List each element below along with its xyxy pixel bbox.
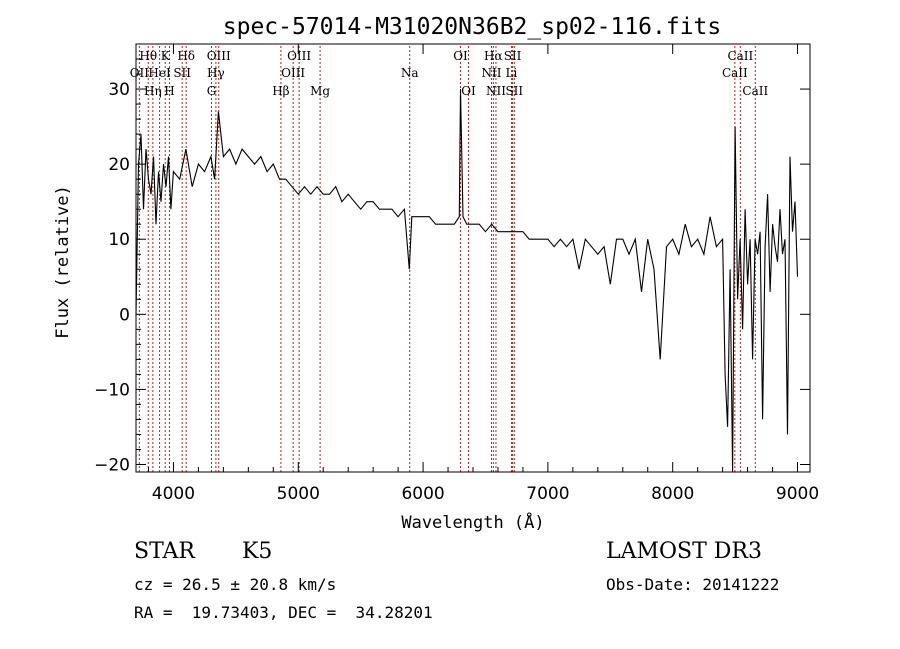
- line-label-4: HeI: [148, 66, 171, 80]
- line-label-8: OIII: [207, 49, 231, 63]
- x-tick-label-2: 6000: [401, 484, 444, 504]
- line-label-22: Li: [506, 66, 518, 80]
- y-tick-label-5: 30: [108, 80, 130, 100]
- spectral-line-markers: [138, 46, 756, 472]
- object-class: STAR: [134, 539, 195, 564]
- survey-name: LAMOST DR3: [606, 539, 762, 564]
- line-label-17: OI: [461, 84, 476, 98]
- line-label-5: H: [164, 84, 174, 98]
- redshift-velocity: cz = 26.5 ± 20.8 km/s: [134, 575, 337, 594]
- line-label-7: SII: [173, 66, 191, 80]
- line-label-23: SII: [505, 84, 523, 98]
- line-label-6: Hδ: [177, 49, 195, 63]
- line-label-14: Mg: [310, 84, 330, 98]
- y-tick-label-2: 0: [119, 305, 130, 325]
- x-tick-label-4: 8000: [651, 484, 694, 504]
- x-tick-label-3: 7000: [526, 484, 569, 504]
- line-label-3: K: [161, 49, 171, 63]
- line-label-9: Hγ: [207, 66, 225, 80]
- line-label-16: OI: [453, 49, 468, 63]
- line-label-0: Hθ: [139, 49, 157, 63]
- y-axis-ticks: −20 −10 0 10 20 30: [94, 58, 810, 475]
- line-label-21: SII: [504, 49, 522, 63]
- y-tick-label-3: 10: [108, 230, 130, 250]
- x-axis-label: Wavelength (Å): [401, 511, 544, 533]
- x-tick-label-0: 4000: [152, 484, 195, 504]
- x-tick-label-5: 9000: [776, 484, 819, 504]
- chart-title: spec-57014-M31020N36B2_sp02-116.fits: [223, 14, 722, 40]
- y-tick-label-1: −10: [94, 380, 130, 400]
- line-label-18: Hα: [484, 49, 503, 63]
- line-label-12: OIII: [287, 49, 311, 63]
- line-label-25: CaII: [722, 66, 748, 80]
- line-label-13: OIII: [281, 66, 305, 80]
- spectrum-line: [135, 89, 799, 473]
- plot-frame: [135, 43, 811, 473]
- object-subclass: K5: [242, 539, 273, 564]
- line-label-19: NII: [481, 66, 501, 80]
- y-tick-label-0: −20: [94, 455, 130, 475]
- observation-date: Obs-Date: 20141222: [606, 575, 780, 594]
- line-label-24: CaII: [727, 49, 753, 63]
- y-tick-label-4: 20: [108, 155, 130, 175]
- line-label-26: CaII: [742, 84, 768, 98]
- line-label-1: OII: [130, 66, 150, 80]
- line-label-11: Hβ: [272, 84, 289, 98]
- spectral-line-labels: Hθ OII Hη K HeI H Hδ SII OIII Hγ G Hβ OIII OIII Mg Na OI…: [130, 49, 769, 98]
- x-tick-label-1: 5000: [277, 484, 320, 504]
- y-axis-label: Flux (relative): [53, 185, 73, 339]
- line-label-20: NII: [486, 84, 506, 98]
- coordinates: RA = 19.73403, DEC = 34.28201: [134, 603, 433, 622]
- line-label-10: G: [207, 84, 217, 98]
- line-label-15: Na: [401, 66, 419, 80]
- line-label-2: Hη: [144, 84, 162, 98]
- x-axis-ticks: 4000 5000 6000 7000 8000 9000: [147, 44, 819, 504]
